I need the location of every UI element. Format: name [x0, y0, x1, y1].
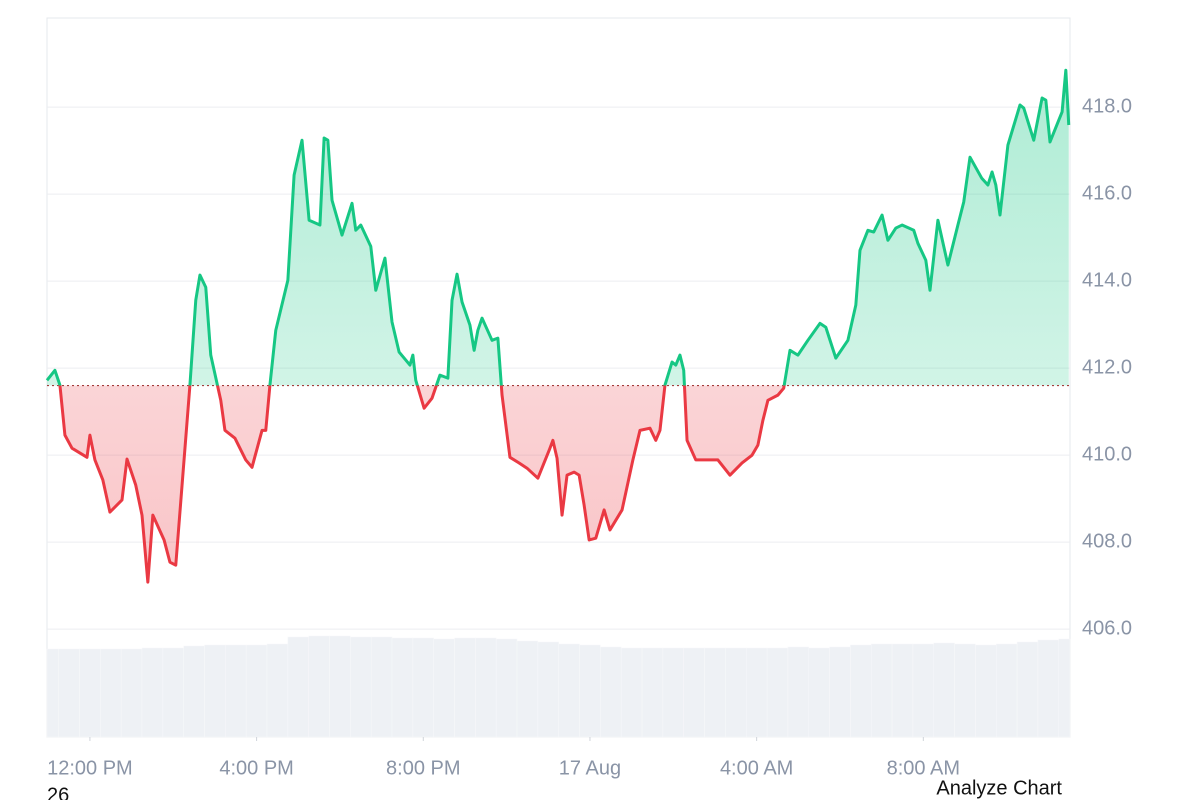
y-tick-label: 406.0	[1082, 617, 1132, 639]
y-tick-label: 418.0	[1082, 95, 1132, 117]
volume-bar	[683, 647, 705, 738]
volume-bar	[58, 648, 80, 738]
volume-bar	[454, 637, 476, 738]
volume-bar	[600, 646, 622, 738]
volume-bar	[495, 638, 518, 738]
volume-bar	[662, 647, 684, 738]
volume-bar	[516, 640, 539, 738]
volume-bar	[475, 637, 497, 738]
y-tick-label: 408.0	[1082, 530, 1132, 552]
y-tick-label: 410.0	[1082, 443, 1132, 465]
y-tick-label: 414.0	[1082, 269, 1132, 291]
volume-bar	[141, 647, 164, 738]
x-tick-label: 8:00 AM	[887, 757, 960, 779]
volume-bar	[266, 643, 289, 738]
volume-bar	[1037, 639, 1059, 738]
y-tick-label: 416.0	[1082, 182, 1132, 204]
line-up	[45, 68, 1071, 386]
volume-bar	[308, 635, 330, 738]
volume-bar	[79, 648, 101, 738]
volume-bar	[162, 647, 184, 738]
analyze-chart[interactable]: Analyze Chart	[936, 777, 1062, 799]
y-tick-label: 412.0	[1082, 356, 1132, 378]
volume-bar	[120, 648, 143, 738]
footer-left: 26	[47, 784, 69, 800]
volume-bar	[725, 647, 747, 738]
volume-bar	[766, 647, 789, 738]
volume-bar	[829, 646, 851, 738]
x-tick-label: 17 Aug	[559, 757, 621, 779]
volume-bar	[808, 647, 830, 738]
volume-bar	[579, 644, 601, 738]
volume-bar	[870, 643, 893, 738]
x-tick-label: 12:00 PM	[47, 757, 133, 779]
volume-bar	[329, 635, 351, 738]
volume-bar	[1058, 638, 1071, 738]
area-up	[47, 70, 1069, 386]
x-tick-label: 4:00 PM	[219, 757, 293, 779]
volume-bar	[995, 643, 1018, 738]
volume-bar	[912, 643, 934, 738]
volume-bar	[350, 636, 372, 738]
volume-bar	[204, 644, 226, 738]
volume-bar	[412, 637, 434, 738]
volume-bar	[1016, 641, 1039, 738]
volume-bar	[954, 643, 976, 738]
volume-bar	[975, 644, 997, 738]
x-tick-label: 8:00 PM	[386, 757, 460, 779]
volume-bar	[704, 647, 726, 738]
volume-bar	[933, 642, 955, 738]
volume-bar	[100, 648, 122, 738]
volume-bar	[183, 645, 205, 738]
volume-bar	[745, 647, 768, 738]
volume-bar	[891, 643, 914, 738]
volume-bar	[46, 648, 59, 738]
volume-bar	[245, 644, 268, 738]
volume-bar	[641, 647, 664, 738]
volume-bar	[391, 637, 414, 738]
volume-bar	[558, 643, 580, 738]
volume-bar	[787, 646, 809, 738]
volume-bar	[225, 644, 247, 738]
volume-bar	[620, 647, 643, 738]
volume-bar	[433, 638, 455, 738]
line-down	[58, 385, 786, 584]
volume-bar	[370, 636, 393, 738]
volume-bar	[287, 636, 309, 738]
x-tick-label: 4:00 AM	[720, 757, 793, 779]
volume-bar	[850, 644, 872, 738]
volume-bar	[537, 641, 559, 738]
